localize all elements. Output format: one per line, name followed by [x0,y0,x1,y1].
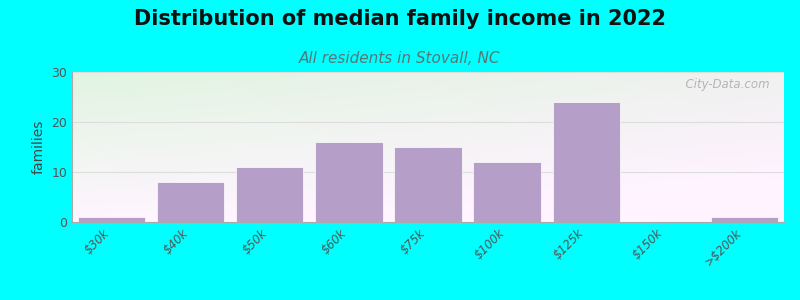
Bar [157,182,224,222]
Text: Distribution of median family income in 2022: Distribution of median family income in … [134,9,666,29]
Bar [474,162,541,222]
Bar [553,102,620,222]
Text: City-Data.com: City-Data.com [678,78,770,91]
Bar [315,142,382,222]
Bar [78,217,145,222]
Y-axis label: families: families [32,120,46,174]
Bar [394,147,462,222]
Text: All residents in Stovall, NC: All residents in Stovall, NC [299,51,501,66]
Bar [711,217,778,222]
Bar [236,167,303,222]
